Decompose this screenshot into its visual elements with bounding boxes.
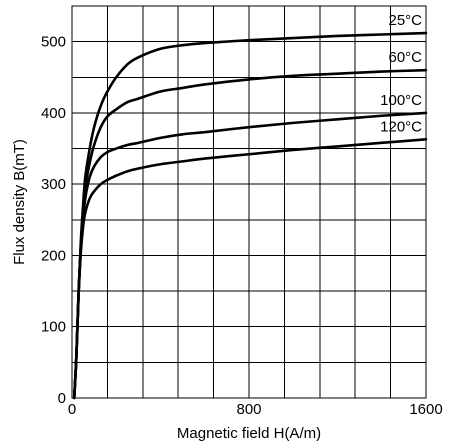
curve-60c <box>72 68 428 400</box>
curve-labels: 25°C 60°C 100°C 120°C <box>380 12 422 135</box>
x-axis-label: Magnetic field H(A/m) <box>177 425 321 442</box>
plot-frame <box>71 5 427 399</box>
tick-labels: 0 800 1600 0 100 200 300 400 500 <box>41 34 443 418</box>
curve-label-100c: 100°C <box>380 92 422 109</box>
curve-120c <box>72 137 428 400</box>
curves <box>72 31 428 400</box>
curve-label-25c: 25°C <box>388 12 422 29</box>
y-tick-label: 0 <box>58 390 66 407</box>
x-tick-label: 1600 <box>409 401 442 418</box>
y-tick-label: 100 <box>41 319 66 336</box>
y-tick-label: 400 <box>41 105 66 122</box>
x-tick-label: 0 <box>68 401 76 418</box>
curve-label-60c: 60°C <box>388 49 422 66</box>
curve-25c <box>72 31 428 400</box>
y-axis-label: Flux density B(mT) <box>11 139 28 265</box>
y-tick-label: 200 <box>41 247 66 264</box>
curve-label-120c: 120°C <box>380 118 422 135</box>
y-tick-label: 300 <box>41 176 66 193</box>
y-tick-label: 500 <box>41 34 66 51</box>
x-tick-label: 800 <box>236 401 261 418</box>
grid <box>72 6 426 398</box>
